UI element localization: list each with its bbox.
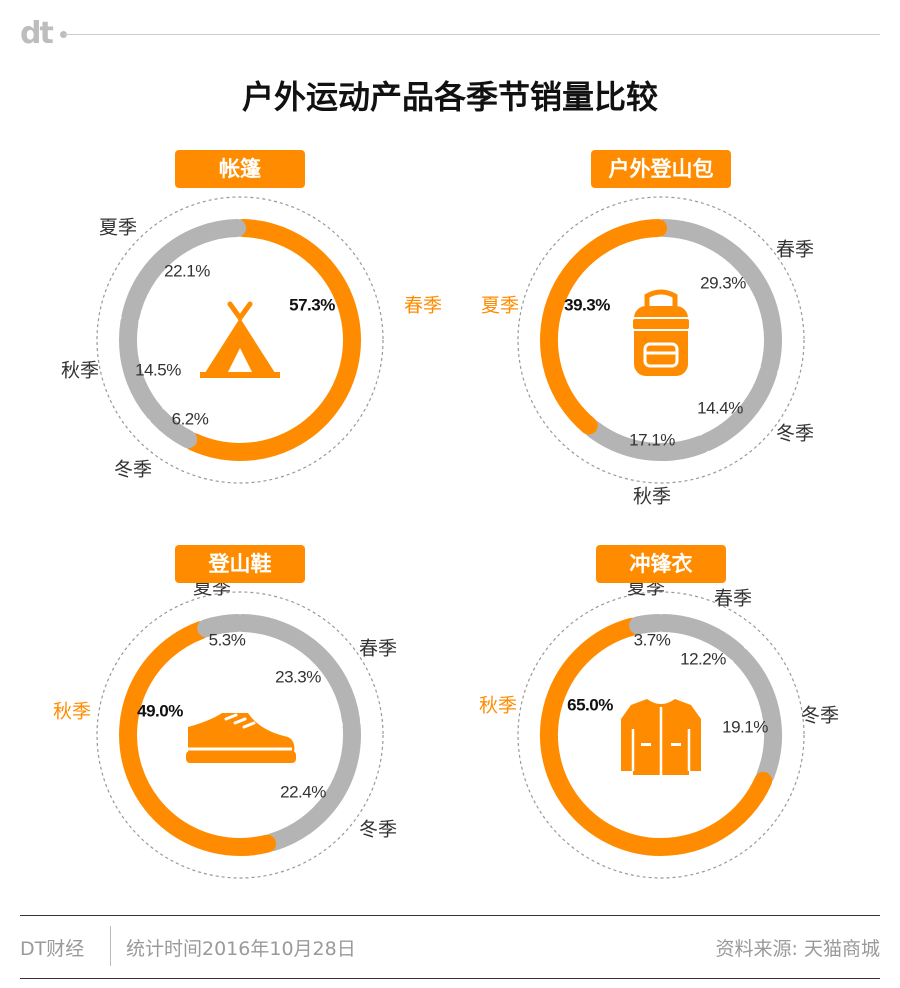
chart-title-badge	[175, 150, 305, 188]
chart-title: 帐篷	[219, 157, 262, 181]
footer-divider-top	[20, 915, 880, 916]
season-label-3: 秋季	[61, 360, 99, 382]
season-label-3: 秋季	[53, 701, 91, 723]
season-label-3: 秋季	[479, 695, 517, 717]
jacket-icon	[621, 699, 701, 775]
value-label-2: 6.2%	[172, 409, 209, 428]
header-dot	[60, 31, 67, 38]
value-label-4: 5.3%	[209, 630, 246, 649]
value-label-4: 22.1%	[164, 261, 210, 280]
donut-segment-4	[629, 614, 668, 635]
chart-title-badge	[591, 150, 731, 188]
season-label-4: 夏季	[99, 217, 137, 239]
dt-logo: dt	[20, 16, 54, 51]
donut-segment-3	[584, 420, 711, 461]
value-label-3: 49.0%	[137, 701, 183, 720]
outer-dashed-ring	[96, 591, 384, 879]
donut-segment-1	[184, 219, 361, 461]
footer-divider-bottom	[20, 978, 880, 979]
season-label-2: 冬季	[114, 459, 152, 481]
donut-segment-1	[654, 614, 746, 662]
donut-segment-3	[540, 617, 773, 856]
donut-chart-2: 29.3% 春季 14.4% 冬季 17.1% 秋季 39.3% 夏季 户外登山包	[481, 150, 814, 508]
season-label-3: 秋季	[633, 486, 671, 508]
season-label-1: 春季	[714, 588, 752, 610]
value-label-3: 17.1%	[629, 430, 675, 449]
value-label-4: 39.3%	[564, 295, 610, 314]
donut-segment-4	[121, 219, 247, 326]
value-label-3: 65.0%	[567, 695, 613, 714]
donut-segment-2	[263, 716, 361, 852]
page-title: 户外运动产品各季节销量比较	[241, 78, 658, 116]
chart-title-badge	[175, 545, 305, 583]
outer-dashed-ring	[517, 591, 805, 879]
season-label-1: 春季	[404, 295, 442, 317]
chart-title: 登山鞋	[208, 552, 272, 576]
header-divider	[64, 34, 880, 35]
donut-segment-2	[731, 647, 782, 785]
donut-segment-2	[698, 363, 778, 452]
value-label-2: 22.4%	[280, 782, 326, 801]
footer-brand: DT财经	[20, 938, 85, 960]
season-label-1: 春季	[359, 638, 397, 660]
footer-separator	[110, 926, 111, 966]
shoe-icon	[186, 713, 296, 763]
tent-icon	[200, 301, 280, 378]
value-label-1: 29.3%	[700, 273, 746, 292]
donut-segment-3	[119, 313, 164, 422]
value-label-2: 14.4%	[697, 398, 743, 417]
donut-segment-1	[233, 614, 361, 730]
donut-segment-4	[197, 614, 247, 638]
donut-segment-1	[654, 219, 782, 376]
footer-source: 资料来源: 天猫商城	[715, 938, 880, 960]
value-label-1: 23.3%	[275, 667, 321, 686]
donut-chart-1: 57.3% 春季 6.2% 冬季 14.5% 秋季 22.1% 夏季 帐篷	[61, 150, 442, 484]
outer-dashed-ring	[96, 196, 384, 484]
donut-segment-3	[119, 621, 277, 856]
value-label-4: 3.7%	[634, 630, 671, 649]
season-label-1: 春季	[776, 239, 814, 261]
footer-date: 统计时间2016年10月28日	[126, 938, 356, 960]
backpack-icon	[631, 289, 691, 376]
donut-segment-4	[540, 219, 668, 435]
value-label-2: 19.1%	[722, 717, 768, 736]
season-label-4: 夏季	[481, 295, 519, 317]
outer-dashed-ring	[517, 196, 805, 484]
value-label-3: 14.5%	[135, 360, 181, 379]
season-label-2: 冬季	[776, 423, 814, 445]
chart-title-badge	[596, 545, 726, 583]
chart-title: 户外登山包	[609, 157, 714, 181]
season-label-2: 冬季	[359, 819, 397, 841]
season-label-2: 冬季	[801, 705, 839, 727]
value-label-1: 12.2%	[680, 649, 726, 668]
chart-title: 冲锋衣	[630, 552, 693, 576]
value-label-1: 57.3%	[289, 295, 335, 314]
